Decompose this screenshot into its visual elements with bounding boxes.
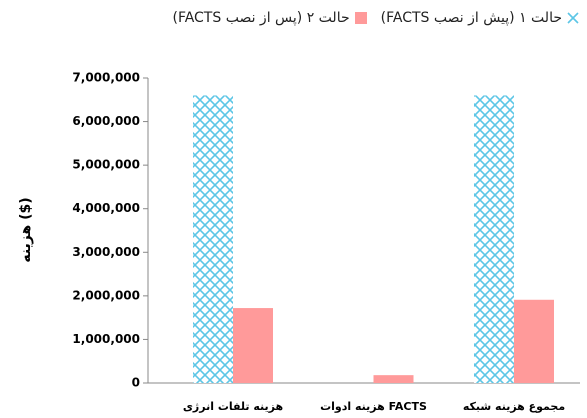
y-tick-label: 5,000,000 <box>72 158 140 172</box>
legend-label: حالت ۲ (پس از نصب FACTS) <box>172 10 350 26</box>
y-tick-label: 1,000,000 <box>72 332 140 346</box>
legend-swatch-fill <box>354 12 367 24</box>
bar <box>233 308 273 383</box>
bar <box>193 95 233 383</box>
bar <box>373 375 414 383</box>
y-tick-label: 2,000,000 <box>72 288 140 302</box>
x-tick-label: هزینه تلفات انرژی <box>183 400 283 413</box>
y-tick-label: 0 <box>132 376 140 390</box>
legend-swatch <box>354 12 367 24</box>
legend-label: حالت ۱ (پیش از نصب FACTS) <box>380 10 562 26</box>
y-tick-label: 6,000,000 <box>72 114 140 128</box>
y-tick-label: 4,000,000 <box>72 201 140 215</box>
x-tick-label: هزینه ادوات FACTS <box>320 400 427 413</box>
legend: حالت ۱ (پیش از نصب FACTS) حالت ۲ (پس از ن… <box>172 10 579 26</box>
x-tick-label: مجموع هزینه شبکه <box>463 400 565 413</box>
y-tick-label: 3,000,000 <box>72 245 140 259</box>
legend-swatch <box>567 12 579 24</box>
bar <box>514 299 554 383</box>
bar <box>474 95 514 383</box>
y-tick-label: 7,000,000 <box>72 71 140 85</box>
legend-hatch <box>567 12 579 24</box>
y-axis-label: هزینه ($) <box>18 197 34 262</box>
legend-item: حالت ۱ (پیش از نصب FACTS) <box>381 10 579 26</box>
legend-item: حالت ۲ (پس از نصب FACTS) <box>172 10 367 26</box>
